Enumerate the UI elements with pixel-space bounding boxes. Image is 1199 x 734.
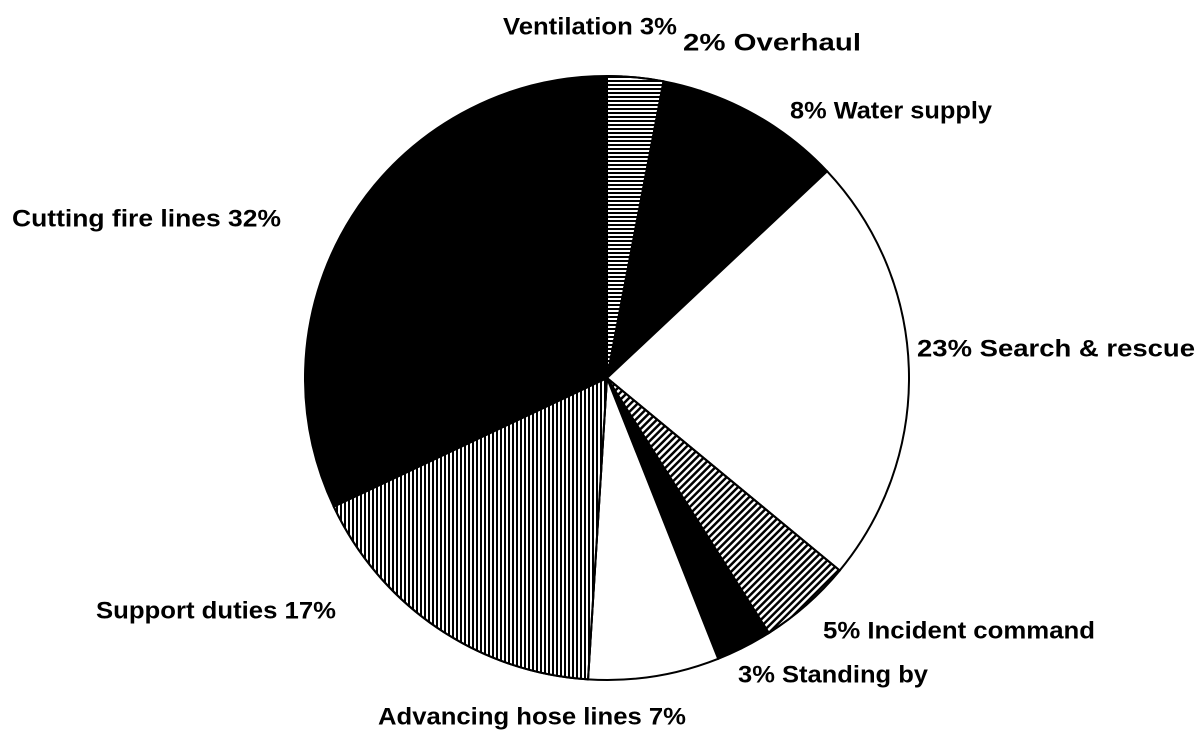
pie-slice — [606, 89, 829, 379]
pie-slice — [586, 377, 720, 681]
slice-label: Cutting fire lines 32% — [12, 205, 281, 232]
pie-slice-pattern — [332, 376, 609, 681]
pie-slice — [304, 74, 608, 508]
pie-slice — [605, 169, 910, 572]
slice-label: 8% Water supply — [790, 97, 993, 124]
slice-label: Ventilation 3% — [503, 13, 677, 40]
slice-label: 23% Search & rescue — [917, 335, 1195, 362]
slice-label: Advancing hose lines 7% — [378, 703, 686, 730]
slice-label: 3% Standing by — [738, 661, 929, 688]
slice-label: Support duties 17% — [96, 597, 336, 624]
slice-label: 5% Incident command — [823, 617, 1095, 644]
slice-label: 2% Overhaul — [683, 29, 861, 56]
